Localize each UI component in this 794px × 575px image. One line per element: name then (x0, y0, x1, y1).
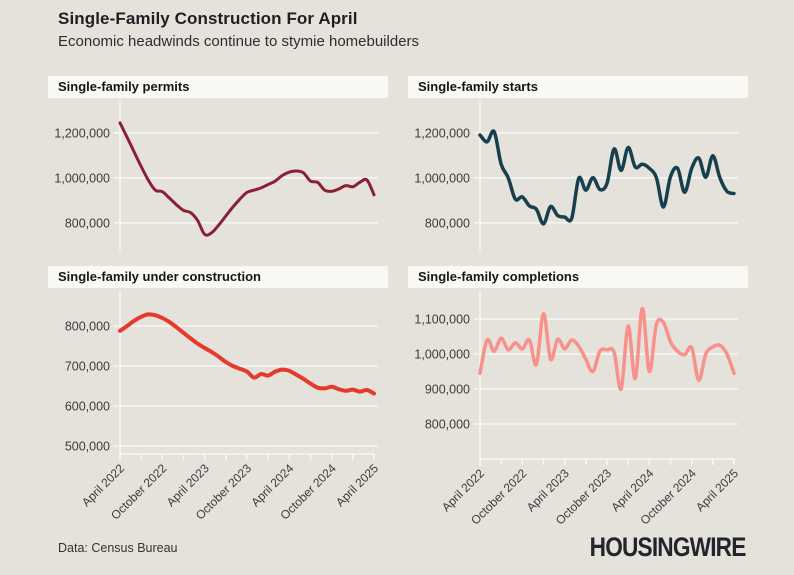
y-axis-label: 1,100,000 (414, 313, 470, 327)
data-source: Data: Census Bureau (58, 541, 178, 555)
panel-title-starts: Single-family starts (408, 76, 748, 98)
y-axis-label: 1,000,000 (414, 171, 470, 185)
y-axis-label: 800,000 (425, 216, 470, 230)
panel-title-completions: Single-family completions (408, 266, 748, 288)
y-axis-label: 1,000,000 (54, 171, 110, 185)
panel-starts: Single-family starts 800,000 1,000,000 1,2… (408, 76, 748, 258)
panel-under-construction: Single-family under construction 500,000… (48, 266, 388, 538)
panel-completions: Single-family completions 800,000 900,000… (408, 266, 748, 538)
y-axis-label: 900,000 (425, 383, 470, 397)
y-axis-label: 1,000,000 (414, 348, 470, 362)
starts-chart: 800,000 1,000,000 1,200,000 (414, 102, 738, 250)
y-axis-label: 500,000 (65, 440, 110, 454)
line-series (478, 129, 736, 226)
panel-title-under-construction: Single-family under construction (48, 266, 388, 288)
y-axis-label: 600,000 (65, 400, 110, 414)
permits-chart: 800,000 1,000,000 1,200,000 (54, 102, 378, 250)
y-axis-label: 800,000 (65, 216, 110, 230)
y-axis-label: 1,200,000 (54, 126, 110, 140)
y-axis-label: 700,000 (65, 360, 110, 374)
page-title: Single-Family Construction For April (58, 9, 358, 28)
page-subtitle: Economic headwinds continue to stymie ho… (58, 33, 420, 50)
line-series (478, 306, 736, 391)
panel-permits: Single-family permits 800,000 1,000,000 1,… (48, 76, 388, 258)
y-axis-label: 800,000 (65, 320, 110, 334)
x-axis-label: April 2025 (693, 466, 741, 514)
line-series (118, 121, 376, 237)
housingwire-logo: HOUSINGWIRE (590, 532, 747, 562)
y-axis-label: 800,000 (425, 418, 470, 432)
y-axis-label: 1,200,000 (414, 126, 470, 140)
x-axis-label: April 2025 (333, 461, 381, 509)
line-series (118, 312, 376, 396)
panel-title-permits: Single-family permits (48, 76, 388, 98)
completions-chart: 800,000 900,000 1,000,000 1,100,000 April 20… (414, 292, 741, 528)
